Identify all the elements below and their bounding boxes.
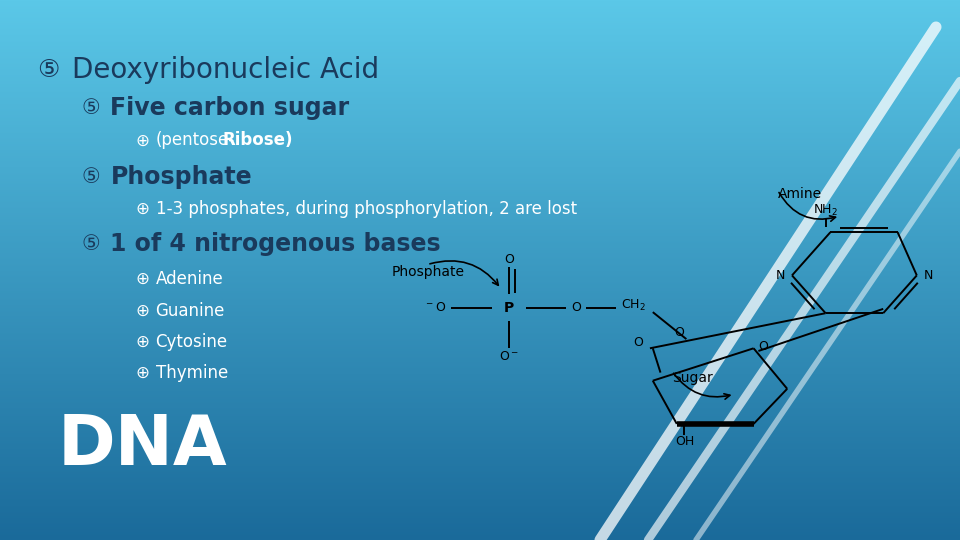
Text: ⊕: ⊕: [135, 200, 149, 218]
Text: Adenine: Adenine: [156, 270, 224, 288]
Text: Phosphate: Phosphate: [110, 165, 252, 188]
Text: CH$_2$: CH$_2$: [621, 298, 646, 313]
Text: ⊕: ⊕: [135, 301, 149, 320]
Text: 1-3 phosphates, during phosphorylation, 2 are lost: 1-3 phosphates, during phosphorylation, …: [156, 200, 577, 218]
Text: O: O: [504, 253, 514, 266]
Text: OH: OH: [675, 435, 694, 448]
Text: O: O: [571, 301, 581, 314]
Text: Amine: Amine: [778, 187, 822, 201]
Text: Phosphate: Phosphate: [392, 265, 465, 279]
Text: Guanine: Guanine: [156, 301, 225, 320]
Text: Cytosine: Cytosine: [156, 333, 228, 351]
Text: ⊕: ⊕: [135, 270, 149, 288]
Text: P: P: [504, 301, 514, 315]
Text: ⑤: ⑤: [82, 166, 101, 187]
Text: N: N: [924, 269, 933, 282]
Text: Ribose): Ribose): [223, 131, 293, 150]
Text: ⑤: ⑤: [36, 58, 60, 82]
Text: Sugar: Sugar: [672, 371, 712, 385]
Text: $^-$O: $^-$O: [423, 301, 446, 314]
Text: O: O: [758, 340, 768, 353]
Text: ⑤: ⑤: [82, 98, 101, 118]
Text: Deoxyribonucleic Acid: Deoxyribonucleic Acid: [72, 56, 379, 84]
Text: O: O: [634, 336, 643, 349]
Text: O$^-$: O$^-$: [499, 350, 518, 363]
Text: (pentose-: (pentose-: [156, 131, 234, 150]
Text: 1 of 4 nitrogenous bases: 1 of 4 nitrogenous bases: [110, 232, 441, 256]
Text: N: N: [776, 269, 785, 282]
Text: ⑤: ⑤: [82, 234, 101, 254]
Text: Thymine: Thymine: [156, 364, 228, 382]
Text: O: O: [674, 326, 684, 339]
Text: DNA: DNA: [58, 412, 228, 479]
Text: ⊕: ⊕: [135, 364, 149, 382]
Text: ⊕: ⊕: [135, 333, 149, 351]
Text: ⊕: ⊕: [135, 131, 149, 150]
Text: Five carbon sugar: Five carbon sugar: [110, 96, 349, 120]
Text: NH$_2$: NH$_2$: [813, 203, 838, 218]
